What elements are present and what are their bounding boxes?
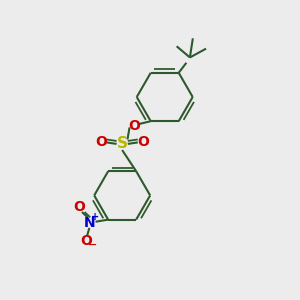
Text: O: O (74, 200, 85, 214)
Text: −: − (88, 240, 98, 250)
Text: O: O (129, 118, 140, 133)
Text: O: O (137, 135, 149, 149)
Text: O: O (80, 234, 92, 248)
Text: N: N (84, 216, 96, 230)
Text: +: + (91, 212, 99, 222)
Text: O: O (95, 135, 107, 149)
Text: S: S (117, 136, 128, 152)
